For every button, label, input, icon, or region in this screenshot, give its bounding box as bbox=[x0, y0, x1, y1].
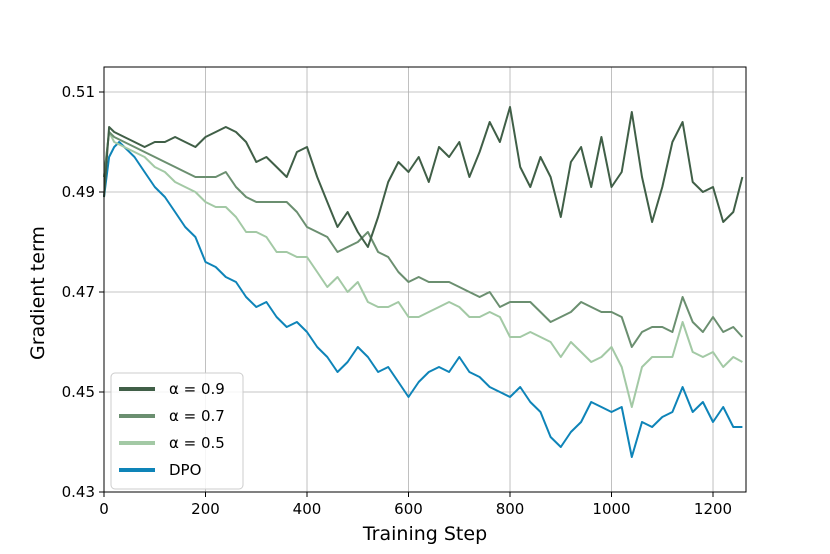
plot-frame bbox=[103, 66, 747, 493]
x-tick-label: 1000 bbox=[592, 500, 630, 518]
y-axis-label: Gradient term bbox=[27, 226, 49, 360]
series-line-3 bbox=[103, 141, 743, 458]
legend-label: α = 0.9 bbox=[169, 380, 225, 398]
x-tick-label: 1200 bbox=[694, 500, 732, 518]
legend-label: α = 0.7 bbox=[169, 407, 225, 425]
series-group bbox=[103, 106, 744, 458]
series-line-1 bbox=[103, 131, 744, 348]
y-tick-label: 0.51 bbox=[62, 83, 95, 101]
y-tick-label: 0.49 bbox=[62, 183, 95, 201]
legend: α = 0.9 α = 0.7 α = 0.5 DPO bbox=[110, 372, 244, 490]
y-tick-label: 0.45 bbox=[62, 383, 95, 401]
series-line-2 bbox=[103, 131, 743, 408]
ticks: 0 200 400 600 800 1000 1200 0.43 0.45 0.47 0.49 0.5… bbox=[62, 83, 733, 518]
legend-label: α = 0.5 bbox=[169, 434, 225, 452]
y-tick-label: 0.47 bbox=[62, 283, 95, 301]
x-tick-label: 600 bbox=[394, 500, 423, 518]
y-tick-label: 0.43 bbox=[62, 483, 95, 501]
x-tick-label: 800 bbox=[496, 500, 525, 518]
legend-box bbox=[110, 372, 244, 490]
x-axis-label: Training Step bbox=[362, 523, 487, 545]
series-line-0 bbox=[103, 106, 744, 248]
legend-label: DPO bbox=[169, 461, 201, 479]
x-tick-label: 400 bbox=[293, 500, 322, 518]
x-tick-label: 200 bbox=[191, 500, 220, 518]
x-tick-label: 0 bbox=[99, 500, 109, 518]
